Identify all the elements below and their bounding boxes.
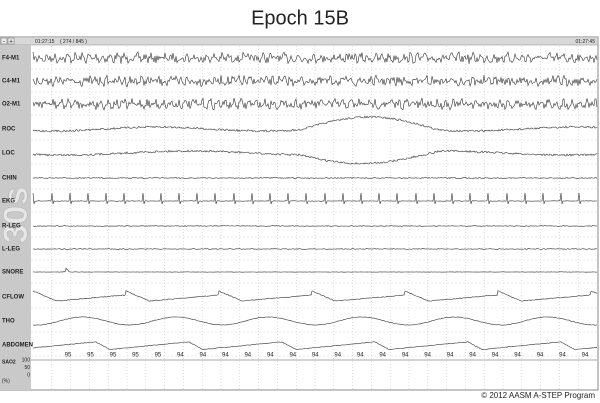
signal-trace [32, 74, 598, 88]
channel-label: O2-M1 [2, 102, 21, 108]
copyright: © 2012 AASM A-STEP Program [481, 391, 595, 400]
sao2-value: 95 [132, 353, 139, 359]
sao2-value: 94 [424, 353, 431, 359]
sao2-value: 94 [469, 353, 476, 359]
end-time: 01:27:45 [576, 39, 596, 45]
sao2-value: 95 [65, 353, 72, 359]
sao2-value: 94 [244, 353, 251, 359]
channel-label: CHIN [2, 176, 17, 182]
page-indicator: ( 274 / 845 ) [60, 39, 87, 45]
signal-trace [32, 115, 598, 133]
channel-label: C4-M1 [2, 79, 21, 85]
signal-trace [32, 290, 598, 302]
channel-label: F4-M1 [2, 56, 20, 62]
channel-label: EKG [2, 199, 15, 205]
sao2-value: 94 [537, 353, 544, 359]
sao2-value: 94 [357, 353, 364, 359]
signal-trace [32, 149, 598, 165]
signal-trace [32, 97, 598, 111]
zoom-in-button[interactable] [7, 37, 15, 45]
sao2-value: 94 [334, 353, 341, 359]
scale-label: 50 [24, 365, 30, 371]
signal-trace [32, 267, 598, 273]
sao2-value: 94 [514, 353, 521, 359]
sao2-value: 94 [492, 353, 499, 359]
channel-label: L-LEG [2, 247, 20, 253]
sao2-value: 94 [402, 353, 409, 359]
sao2-value: 94 [177, 353, 184, 359]
sao2-value: 95 [87, 353, 94, 359]
signal-trace [32, 341, 598, 351]
unit-label: (%) [2, 378, 10, 384]
zoom-out-button[interactable] [0, 37, 8, 45]
channel-label: LOC [2, 151, 15, 157]
channel-label: ROC [2, 127, 16, 133]
channel-label: SAO2 [2, 359, 16, 365]
sao2-value: 94 [267, 353, 274, 359]
scale-label: 0 [27, 372, 30, 378]
sao2-value: 94 [447, 353, 454, 359]
sao2-value: 94 [289, 353, 296, 359]
signal-trace [33, 316, 598, 326]
channel-label: SNORE [2, 270, 23, 276]
sao2-value: 94 [312, 353, 319, 359]
channel-label: R-LEG [2, 224, 21, 230]
zoom-in-label[interactable]: + [9, 38, 13, 45]
scale-label: 100 [22, 357, 31, 363]
signal-trace [32, 51, 598, 65]
channel-label: CFLOW [2, 295, 24, 301]
epoch-watermark: 30s [0, 187, 35, 244]
viewer-panel [0, 36, 599, 391]
channel-label: ABDOMEN [2, 343, 33, 349]
toolbar [0, 36, 599, 46]
sao2-value: 95 [110, 353, 117, 359]
signal-trace [32, 177, 598, 179]
sao2-value: 94 [559, 353, 566, 359]
sao2-value: 94 [222, 353, 229, 359]
channel-label: THO [2, 319, 15, 325]
sao2-value: 95 [155, 353, 162, 359]
sao2-value: 94 [200, 353, 207, 359]
title: Epoch 15B [251, 7, 349, 29]
zoom-out-label[interactable]: - [3, 38, 6, 45]
signal-trace [32, 192, 598, 205]
signal-trace [32, 248, 598, 250]
signal-trace [32, 225, 598, 227]
sao2-value: 94 [379, 353, 386, 359]
label-column [0, 45, 31, 390]
start-time: 01:27:15 [35, 39, 55, 45]
sao2-value: 94 [582, 353, 589, 359]
